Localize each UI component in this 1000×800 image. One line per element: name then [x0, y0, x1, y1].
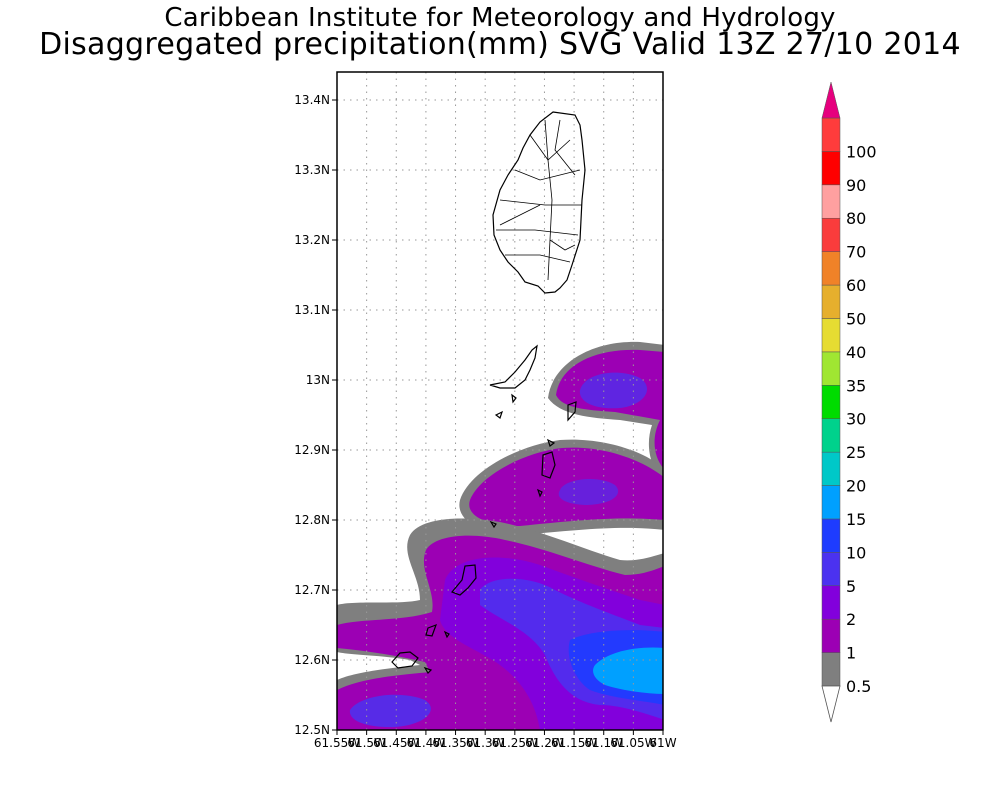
coastlines — [391, 111, 586, 674]
colorbar-label: 35 — [846, 376, 866, 395]
latitude-axis: 13.4N 13.3N 13.2N 13.1N 13N 12.9N 12.8N 12.7N 12… — [294, 93, 337, 737]
colorbar-label: 0.5 — [846, 677, 871, 696]
lon-tick-label: 61.25W — [492, 736, 538, 750]
islet — [494, 410, 504, 419]
islet — [489, 520, 497, 529]
colorbar-swatch — [821, 184, 841, 219]
coastline-grenada-north — [391, 651, 419, 669]
lat-tick-label: 13.3N — [294, 163, 330, 177]
colorbar-swatch — [821, 618, 841, 653]
colorbar-swatch — [821, 552, 841, 587]
colorbar-swatch — [821, 284, 841, 319]
colorbar-label: 100 — [846, 142, 877, 161]
colorbar-swatch — [821, 318, 841, 353]
lon-tick-label: 61.4W — [407, 736, 446, 750]
lon-tick-label: 61.35W — [432, 736, 478, 750]
colorbar-label: 2 — [846, 610, 856, 629]
coastline-st-vincent — [492, 111, 586, 294]
colorbar-label: 40 — [846, 343, 866, 362]
lon-tick-label: 61.05W — [610, 736, 656, 750]
colorbar-label: 15 — [846, 510, 866, 529]
lon-tick-label: 61.1W — [584, 736, 623, 750]
coastline-carriacou — [450, 564, 477, 596]
colorbar-label: 50 — [846, 309, 866, 328]
lat-tick-label: 13.4N — [294, 93, 330, 107]
colorbar-over-arrow — [821, 81, 841, 119]
lat-tick-label: 12.5N — [294, 723, 330, 737]
colorbar-label: 25 — [846, 443, 866, 462]
longitude-axis: 61.55W61.5W61.45W61.4W61.35W61.3W61.25W6… — [314, 730, 677, 750]
islet — [567, 401, 577, 422]
colorbar-label: 1 — [846, 644, 856, 663]
lat-tick-label: 13.2N — [294, 233, 330, 247]
colorbar-swatch — [821, 585, 841, 620]
plot-frame — [336, 71, 664, 731]
islet — [425, 623, 438, 637]
lon-tick-label: 61.15W — [551, 736, 597, 750]
lat-tick-label: 13N — [306, 373, 330, 387]
colorbar-swatch — [821, 117, 841, 152]
lon-tick-label: 61.45W — [373, 736, 419, 750]
islet — [423, 666, 433, 674]
colorbar-swatch — [821, 385, 841, 419]
precip-cell-northeast-core — [579, 372, 648, 409]
lon-tick-label: 61.3W — [466, 736, 505, 750]
colorbar-swatch — [821, 351, 841, 386]
institution-title: Caribbean Institute for Meteorology and … — [164, 3, 836, 33]
coastline-bequia — [489, 344, 538, 389]
lat-tick-label: 12.6N — [294, 653, 330, 667]
graticule — [337, 72, 663, 730]
colorbar-swatch — [821, 151, 841, 186]
colorbar-swatch — [821, 485, 841, 520]
islet — [536, 488, 543, 498]
colorbar-swatch — [821, 451, 841, 486]
watershed-lines — [496, 119, 582, 281]
lon-tick-label: 61W — [649, 736, 676, 750]
colorbar-swatch — [821, 251, 841, 286]
colorbar-under-arrow — [821, 685, 841, 723]
colorbar-label: 10 — [846, 543, 866, 562]
precip-band-central-core — [558, 478, 619, 505]
lat-tick-label: 13.1N — [294, 303, 330, 317]
lon-tick-label: 61.2W — [525, 736, 564, 750]
lat-tick-label: 12.8N — [294, 513, 330, 527]
precipitation-field — [337, 341, 663, 730]
islet — [443, 630, 450, 639]
coastline-canouan — [541, 451, 556, 479]
precip-system-southwest-blue — [349, 694, 431, 728]
colorbar-label: 80 — [846, 209, 866, 228]
precip-system-south-cyan — [593, 647, 663, 694]
product-title: Disaggregated precipitation(mm) SVG Vali… — [39, 27, 961, 62]
colorbar-label: 90 — [846, 176, 866, 195]
colorbar-label: 30 — [846, 410, 866, 429]
lat-tick-label: 12.9N — [294, 443, 330, 457]
islet — [546, 438, 556, 447]
colorbar-swatch — [821, 217, 841, 252]
lon-tick-label: 61.55W — [314, 736, 360, 750]
colorbar-swatch — [821, 518, 841, 553]
colorbar-label: 20 — [846, 477, 866, 496]
lat-tick-label: 12.7N — [294, 583, 330, 597]
colorbar-label: 5 — [846, 577, 856, 596]
colorbar-swatch — [821, 418, 841, 453]
colorbar-label: 60 — [846, 276, 866, 295]
lon-tick-label: 61.5W — [347, 736, 386, 750]
colorbar-swatch — [821, 652, 841, 687]
colorbar-label: 70 — [846, 243, 866, 262]
islet — [511, 393, 517, 404]
